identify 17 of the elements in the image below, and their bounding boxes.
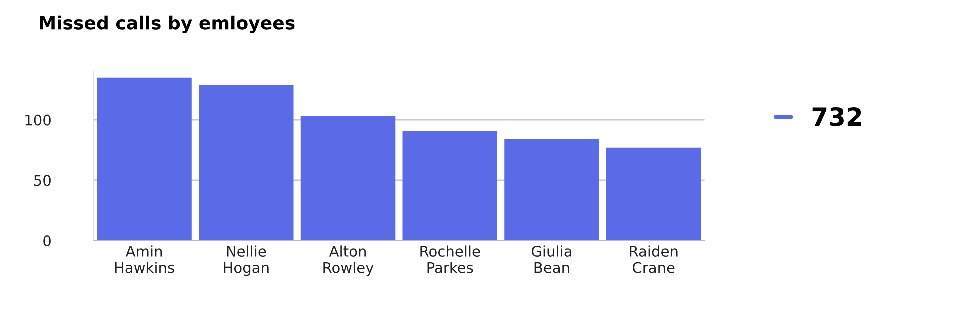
bar <box>402 130 498 241</box>
x-tick-label: Rochelle Parkes <box>420 246 480 274</box>
legend-label: 732 <box>812 107 862 126</box>
bar <box>504 139 600 241</box>
x-tick-label: Nellie Hogan <box>224 246 269 276</box>
y-tick-label: 50 <box>34 175 51 186</box>
bar <box>199 85 294 241</box>
x-tick-label: Amin Hawkins <box>115 246 174 274</box>
bar <box>300 116 396 241</box>
chart-title: Missed calls by emloyees <box>40 16 295 34</box>
y-tick-label: 0 <box>44 236 51 247</box>
x-tick-label: Giulia Bean <box>532 246 572 274</box>
x-tick-label: Raiden Crane <box>630 246 678 274</box>
x-tick-label: Alton Rowley <box>324 246 374 276</box>
bar <box>97 78 192 241</box>
y-tick-label: 100 <box>26 114 51 126</box>
bar <box>606 148 702 241</box>
